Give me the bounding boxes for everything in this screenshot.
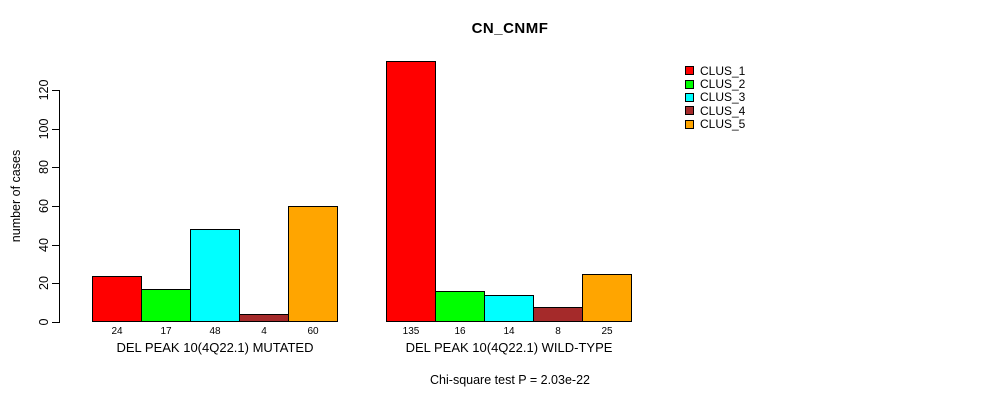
y-tick-mark-60 — [52, 206, 59, 207]
legend-swatch-clus_3 — [685, 92, 694, 102]
category-label-group1: DEL PEAK 10(4Q22.1) MUTATED — [116, 340, 314, 355]
bar-value-clus_5-group1: 60 — [307, 326, 319, 337]
bar-value-clus_1-group1: 24 — [111, 326, 123, 337]
legend-label-clus_5: CLUS_5 — [700, 117, 746, 132]
legend-swatch-clus_2 — [685, 79, 694, 89]
bar-value-clus_5-group2: 25 — [601, 326, 613, 337]
category-label-group2: DEL PEAK 10(4Q22.1) WILD-TYPE — [405, 340, 613, 355]
y-tick-label-40: 40 — [37, 237, 51, 252]
y-tick-label-100: 100 — [37, 118, 51, 140]
legend-item-clus_5: CLUS_5 — [685, 117, 746, 132]
legend-item-clus_1: CLUS_1 — [685, 63, 746, 78]
legend-item-clus_3: CLUS_3 — [685, 90, 746, 105]
bar-value-clus_4-group1: 4 — [261, 326, 267, 337]
bar-clus_1-group1 — [92, 275, 142, 322]
legend-swatch-clus_5 — [685, 119, 694, 129]
legend-label-clus_1: CLUS_1 — [700, 63, 746, 78]
legend-item-clus_2: CLUS_2 — [685, 77, 746, 92]
bar-clus_2-group1 — [141, 289, 191, 322]
y-axis-line — [59, 90, 60, 323]
bar-clus_2-group2 — [435, 291, 485, 322]
y-tick-label-60: 60 — [37, 199, 51, 213]
y-tick-mark-80 — [52, 167, 59, 169]
legend-swatch-clus_4 — [685, 106, 694, 116]
bar-value-clus_4-group2: 8 — [555, 326, 561, 337]
bar-clus_3-group1 — [190, 229, 240, 322]
y-tick-label-120: 120 — [37, 79, 51, 101]
legend-label-clus_3: CLUS_3 — [700, 90, 746, 105]
y-tick-mark-0 — [52, 322, 59, 323]
y-tick-mark-100 — [52, 128, 59, 130]
bar-value-clus_2-group2: 16 — [454, 326, 466, 337]
bar-clus_3-group2 — [484, 294, 534, 322]
y-tick-mark-20 — [52, 283, 59, 285]
legend-label-clus_2: CLUS_2 — [700, 77, 746, 92]
legend-label-clus_4: CLUS_4 — [700, 103, 746, 118]
bar-clus_4-group2 — [533, 306, 583, 322]
bar-value-clus_2-group1: 17 — [160, 326, 172, 337]
bar-value-clus_1-group2: 135 — [402, 326, 420, 337]
bar-clus_5-group2 — [582, 273, 632, 322]
legend-swatch-clus_1 — [685, 66, 694, 76]
chart-legend: CLUS_1 CLUS_2 CLUS_3 CLUS_4 CLUS_5 — [685, 64, 745, 131]
y-tick-mark-120 — [52, 90, 59, 91]
legend-item-clus_4: CLUS_4 — [685, 103, 746, 118]
chart-title: CN_CNMF — [471, 20, 549, 37]
y-axis-title: number of cases — [9, 149, 23, 243]
y-tick-label-0: 0 — [37, 318, 51, 326]
y-tick-mark-40 — [52, 244, 59, 246]
chi-square-annotation: Chi-square test P = 2.03e-22 — [430, 373, 590, 387]
bar-clus_5-group1 — [288, 206, 338, 322]
bar-value-clus_3-group2: 14 — [503, 326, 515, 337]
bar-value-clus_3-group1: 48 — [209, 326, 221, 337]
bar-clus_1-group2 — [386, 61, 436, 322]
y-tick-label-20: 20 — [37, 276, 51, 291]
y-tick-label-80: 80 — [37, 160, 51, 175]
bar-clus_4-group1 — [239, 314, 289, 322]
